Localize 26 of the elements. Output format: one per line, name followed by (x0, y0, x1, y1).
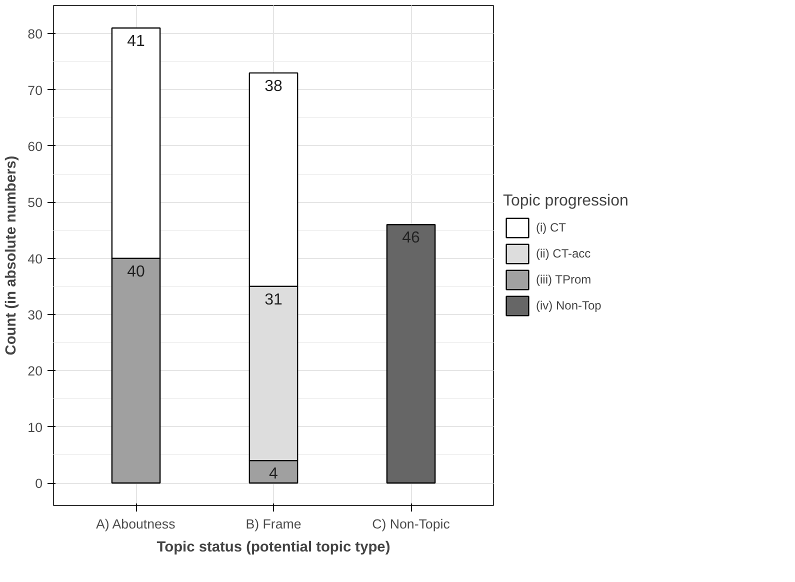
legend-label: (i) CT (536, 220, 566, 234)
y-tick-label: 10 (28, 420, 43, 435)
legend-label: (iv) Non-Top (536, 298, 602, 312)
data-label: 41 (127, 32, 145, 50)
y-tick-label: 50 (28, 195, 43, 210)
y-tick-label: 80 (28, 26, 43, 42)
legend-label: (iii) TProm (536, 272, 592, 286)
legend-label: (ii) CT-acc (536, 246, 591, 260)
data-label: 31 (264, 291, 282, 308)
y-tick-label: 70 (28, 82, 43, 98)
x-tick-label: C) Non-Topic (372, 516, 450, 532)
y-axis-title: Count (in absolute numbers) (4, 156, 20, 356)
y-tick-label: 60 (28, 138, 43, 154)
data-label: 38 (264, 78, 282, 95)
y-tick-label: 20 (28, 364, 43, 379)
data-label: 46 (402, 230, 420, 247)
legend-title: Topic progression (503, 192, 628, 210)
bar (386, 224, 436, 484)
data-label: 4 (269, 466, 278, 483)
x-tick-label: B) Frame (246, 516, 302, 532)
y-tick-label: 30 (28, 307, 43, 322)
data-label: 40 (127, 263, 145, 280)
y-tick-label: 40 (28, 251, 43, 266)
y-tick-label: 0 (35, 476, 43, 492)
x-tick-label: A) Aboutness (96, 516, 176, 532)
x-axis-title: Topic status (potential topic type) (156, 540, 390, 556)
